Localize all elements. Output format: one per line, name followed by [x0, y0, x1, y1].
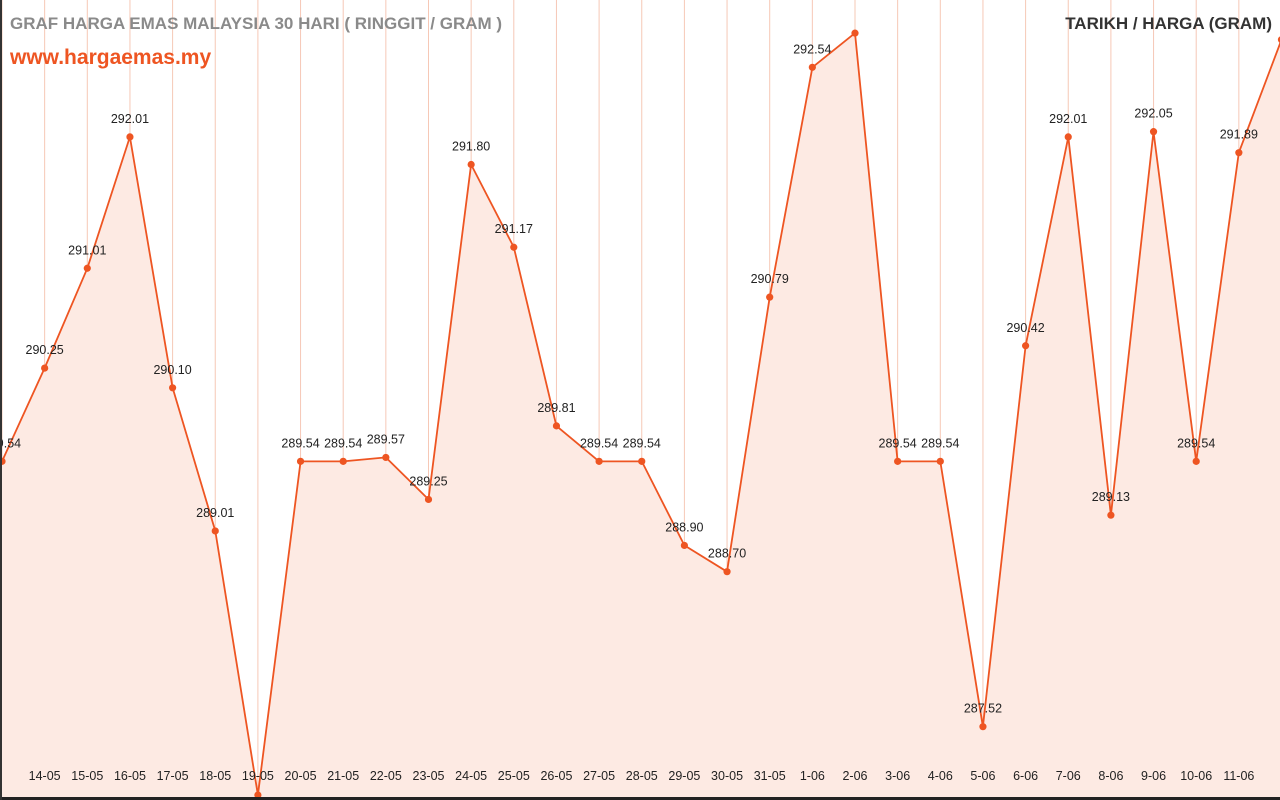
data-point: [595, 457, 603, 465]
data-label: 290.10: [153, 363, 191, 377]
data-point: [1022, 342, 1030, 350]
tick-label: 14-05: [29, 769, 61, 783]
tick-label: 5-06: [970, 769, 995, 783]
data-point: [339, 457, 347, 465]
data-label: 292.05: [1134, 107, 1172, 121]
tick-label: 6-06: [1013, 769, 1038, 783]
data-label: 289.25: [409, 474, 447, 488]
tick-label: 2-06: [842, 769, 867, 783]
legend-label: TARIKH / HARGA (GRAM): [1065, 14, 1272, 33]
data-label: 291.17: [495, 222, 533, 236]
data-label: 289.54: [921, 436, 959, 450]
data-point: [424, 495, 433, 504]
data-point: [851, 29, 859, 37]
tick-label: 8-06: [1098, 769, 1123, 783]
data-point: [1277, 36, 1280, 43]
data-point: [723, 568, 731, 576]
data-labels: 289.54 290.25 291.01 292.01 290.10 289.01 289.…: [2, 42, 1258, 715]
data-label: 289.57: [367, 432, 405, 446]
data-label: 292.01: [111, 112, 149, 126]
tick-label: 18-05: [199, 769, 231, 783]
tick-label: 4-06: [928, 769, 953, 783]
data-point: [83, 264, 91, 272]
data-label: 289.54: [2, 436, 21, 450]
data-point: [169, 384, 177, 392]
data-point: [808, 63, 816, 71]
data-label: 290.42: [1006, 321, 1044, 335]
data-point: [552, 422, 561, 430]
data-label: 289.54: [879, 436, 917, 450]
data-label: 292.54: [793, 42, 831, 56]
data-point: [126, 133, 134, 141]
data-label: 291.80: [452, 139, 490, 153]
data-label: 289.13: [1092, 490, 1130, 504]
data-label: 291.01: [68, 243, 106, 257]
data-label: 289.54: [324, 436, 362, 450]
data-point: [1235, 149, 1243, 157]
tick-label: 25-05: [498, 769, 530, 783]
tick-label: 10-06: [1180, 769, 1212, 783]
data-label: 289.01: [196, 506, 234, 520]
tick-label: 31-05: [754, 769, 786, 783]
tick-label: 21-05: [327, 769, 359, 783]
tick-label: 11-06: [1223, 769, 1254, 783]
data-label: 288.90: [665, 520, 703, 534]
data-label: 288.70: [708, 547, 746, 561]
data-point: [766, 293, 774, 301]
data-point: [894, 457, 902, 465]
data-point: [936, 457, 944, 465]
data-label: 289.54: [281, 436, 319, 450]
data-point: [680, 541, 689, 550]
tick-label: 29-05: [668, 769, 700, 783]
tick-label: 28-05: [626, 769, 658, 783]
data-point: [296, 457, 305, 465]
area-fill-layer: [2, 33, 1280, 800]
tick-label: 27-05: [583, 769, 615, 783]
tick-label: 16-05: [114, 769, 146, 783]
data-label: 287.52: [964, 702, 1002, 716]
tick-label: 19-05: [242, 769, 274, 783]
data-label: 289.54: [580, 436, 618, 450]
data-point: [41, 364, 49, 372]
data-point: [510, 243, 518, 251]
site-link[interactable]: www.hargaemas.my: [10, 46, 212, 69]
data-label: 289.54: [623, 436, 661, 450]
tick-label: 26-05: [540, 769, 572, 783]
data-label: 290.79: [751, 272, 789, 286]
bottom-axis-bar: [2, 797, 1280, 800]
data-points: [2, 29, 1280, 799]
tick-label: 15-05: [71, 769, 103, 783]
tick-label: 23-05: [413, 769, 445, 783]
tick-label: 1-06: [800, 769, 825, 783]
data-point: [467, 160, 475, 169]
data-point: [2, 457, 6, 465]
tick-label: 9-06: [1141, 769, 1166, 783]
tick-label: 22-05: [370, 769, 402, 783]
data-point: [211, 527, 219, 535]
tick-label: 20-05: [285, 769, 317, 783]
data-point: [638, 457, 646, 465]
data-point: [1064, 133, 1072, 141]
data-point: [382, 453, 390, 462]
x-axis-ticks: 14-05 15-05 16-05 17-05 18-05 19-05 20-05 21-05…: [29, 769, 1255, 783]
data-label: 292.01: [1049, 112, 1087, 126]
chart-title: GRAF HARGA EMAS MALAYSIA 30 HARI ( RINGG…: [10, 14, 503, 33]
area-fill: [2, 33, 1280, 800]
data-label: 290.25: [26, 343, 64, 357]
tick-label: 24-05: [455, 769, 487, 783]
data-point: [979, 723, 987, 731]
data-point: [1149, 128, 1158, 136]
tick-label: 17-05: [157, 769, 189, 783]
data-label: 291.89: [1220, 128, 1258, 142]
data-label: 289.54: [1177, 436, 1215, 450]
data-point: [1192, 457, 1200, 465]
data-point: [254, 791, 262, 799]
data-label: 289.81: [537, 401, 575, 415]
tick-label: 30-05: [711, 769, 743, 783]
tick-label: 7-06: [1056, 769, 1081, 783]
data-point: [1107, 511, 1115, 519]
tick-label: 3-06: [885, 769, 910, 783]
